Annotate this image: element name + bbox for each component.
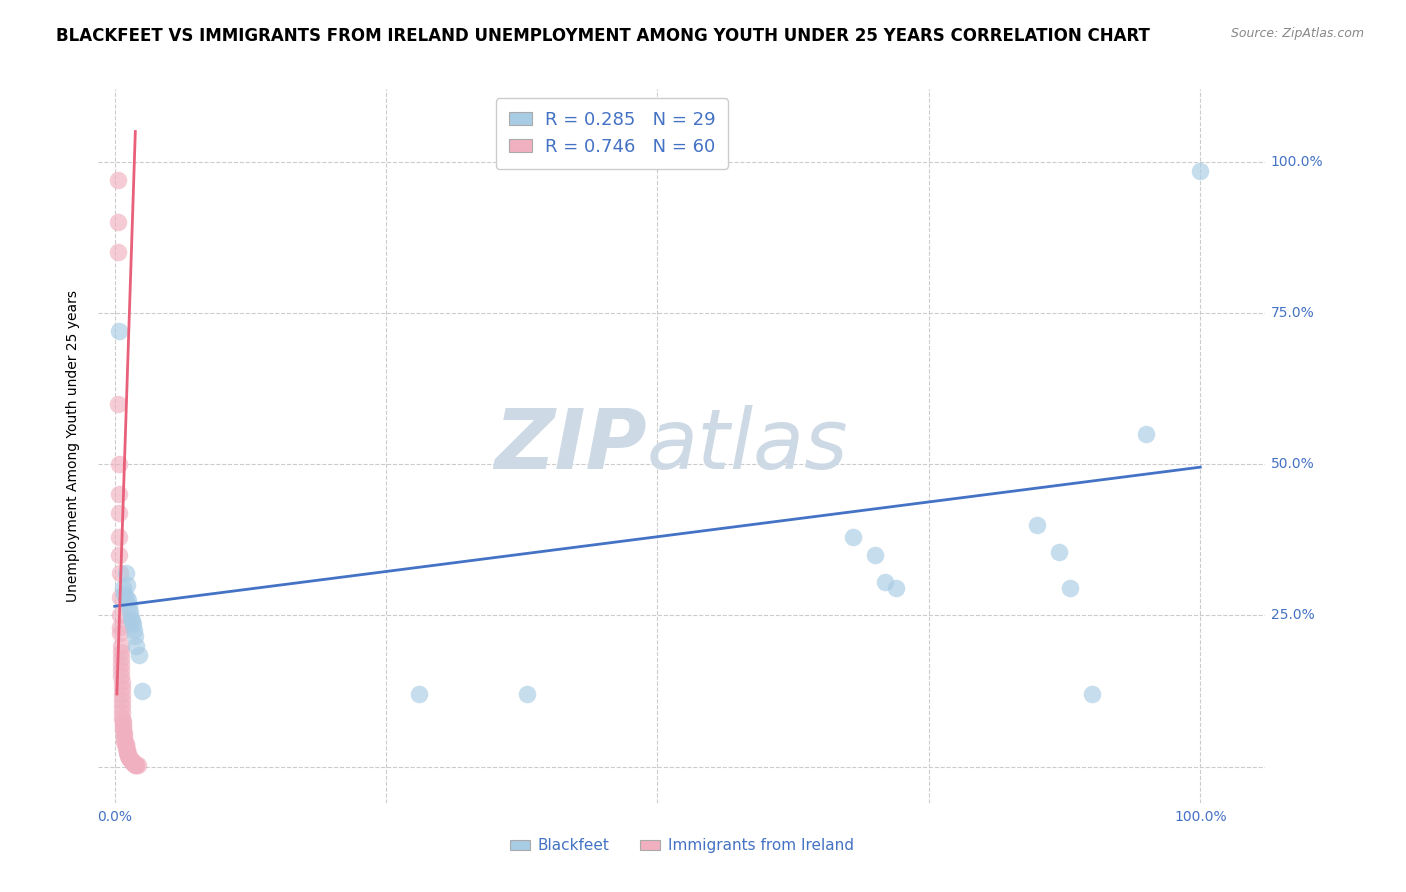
- Point: [108, 590, 131, 604]
- Text: 50.0%: 50.0%: [1271, 457, 1315, 471]
- Point: [107, 173, 129, 187]
- Point: [1047, 545, 1070, 559]
- Point: [863, 548, 886, 562]
- Point: [108, 324, 131, 338]
- Point: [111, 687, 134, 701]
- Point: [1026, 517, 1049, 532]
- Point: [111, 693, 134, 707]
- Point: [117, 747, 139, 762]
- Point: [115, 746, 138, 760]
- Point: [1059, 581, 1081, 595]
- Point: [128, 648, 150, 662]
- Point: [875, 575, 897, 590]
- Legend: Blackfeet, Immigrants from Ireland: Blackfeet, Immigrants from Ireland: [505, 832, 859, 859]
- Point: [110, 639, 132, 653]
- Point: [108, 608, 131, 623]
- Point: [110, 657, 132, 671]
- Point: [1189, 164, 1212, 178]
- Point: [118, 749, 141, 764]
- Point: [115, 578, 138, 592]
- Point: [118, 752, 141, 766]
- Point: [108, 487, 131, 501]
- Point: [122, 756, 145, 771]
- Point: [107, 215, 129, 229]
- Point: [118, 605, 141, 619]
- Point: [125, 757, 148, 772]
- Point: [120, 611, 142, 625]
- Point: [118, 751, 141, 765]
- Point: [114, 741, 136, 756]
- Point: [114, 739, 136, 753]
- Text: 25.0%: 25.0%: [1271, 608, 1315, 623]
- Point: [114, 590, 136, 604]
- Point: [110, 645, 132, 659]
- Point: [122, 617, 145, 632]
- Text: ZIP: ZIP: [495, 406, 647, 486]
- Point: [115, 744, 138, 758]
- Point: [110, 663, 132, 677]
- Point: [108, 566, 131, 580]
- Point: [115, 742, 138, 756]
- Point: [125, 758, 148, 772]
- Point: [408, 687, 430, 701]
- Point: [112, 720, 135, 734]
- Point: [112, 581, 135, 595]
- Point: [110, 669, 132, 683]
- Point: [114, 732, 136, 747]
- Point: [108, 506, 131, 520]
- Point: [121, 755, 143, 769]
- Point: [1135, 426, 1157, 441]
- Point: [122, 756, 145, 770]
- Text: 100.0%: 100.0%: [1271, 155, 1323, 169]
- Point: [111, 674, 134, 689]
- Point: [122, 624, 145, 638]
- Point: [118, 752, 141, 766]
- Point: [124, 757, 146, 772]
- Point: [120, 753, 142, 767]
- Point: [131, 684, 153, 698]
- Point: [107, 397, 129, 411]
- Point: [112, 717, 135, 731]
- Point: [122, 757, 145, 772]
- Point: [114, 729, 136, 743]
- Point: [118, 599, 141, 614]
- Point: [111, 705, 134, 719]
- Point: [111, 681, 134, 695]
- Point: [114, 735, 136, 749]
- Point: [111, 699, 134, 714]
- Point: [112, 714, 135, 728]
- Point: [121, 754, 143, 768]
- Point: [1080, 687, 1102, 701]
- Y-axis label: Unemployment Among Youth under 25 years: Unemployment Among Youth under 25 years: [66, 290, 80, 602]
- Text: Source: ZipAtlas.com: Source: ZipAtlas.com: [1230, 27, 1364, 40]
- Point: [108, 620, 131, 634]
- Point: [108, 530, 131, 544]
- Text: BLACKFEET VS IMMIGRANTS FROM IRELAND UNEMPLOYMENT AMONG YOUTH UNDER 25 YEARS COR: BLACKFEET VS IMMIGRANTS FROM IRELAND UNE…: [56, 27, 1150, 45]
- Point: [124, 757, 146, 772]
- Point: [516, 687, 538, 701]
- Text: 75.0%: 75.0%: [1271, 306, 1315, 320]
- Point: [114, 726, 136, 740]
- Point: [114, 566, 136, 580]
- Point: [124, 630, 146, 644]
- Point: [108, 548, 131, 562]
- Point: [112, 723, 135, 738]
- Point: [842, 530, 865, 544]
- Point: [108, 457, 131, 471]
- Point: [127, 758, 149, 772]
- Point: [114, 737, 136, 751]
- Point: [107, 245, 129, 260]
- Point: [117, 593, 139, 607]
- Point: [884, 581, 907, 595]
- Point: [120, 754, 142, 768]
- Point: [122, 756, 145, 770]
- Point: [111, 711, 134, 725]
- Point: [108, 626, 131, 640]
- Point: [125, 639, 148, 653]
- Point: [121, 615, 143, 629]
- Point: [110, 650, 132, 665]
- Point: [114, 587, 136, 601]
- Point: [117, 748, 139, 763]
- Text: atlas: atlas: [647, 406, 849, 486]
